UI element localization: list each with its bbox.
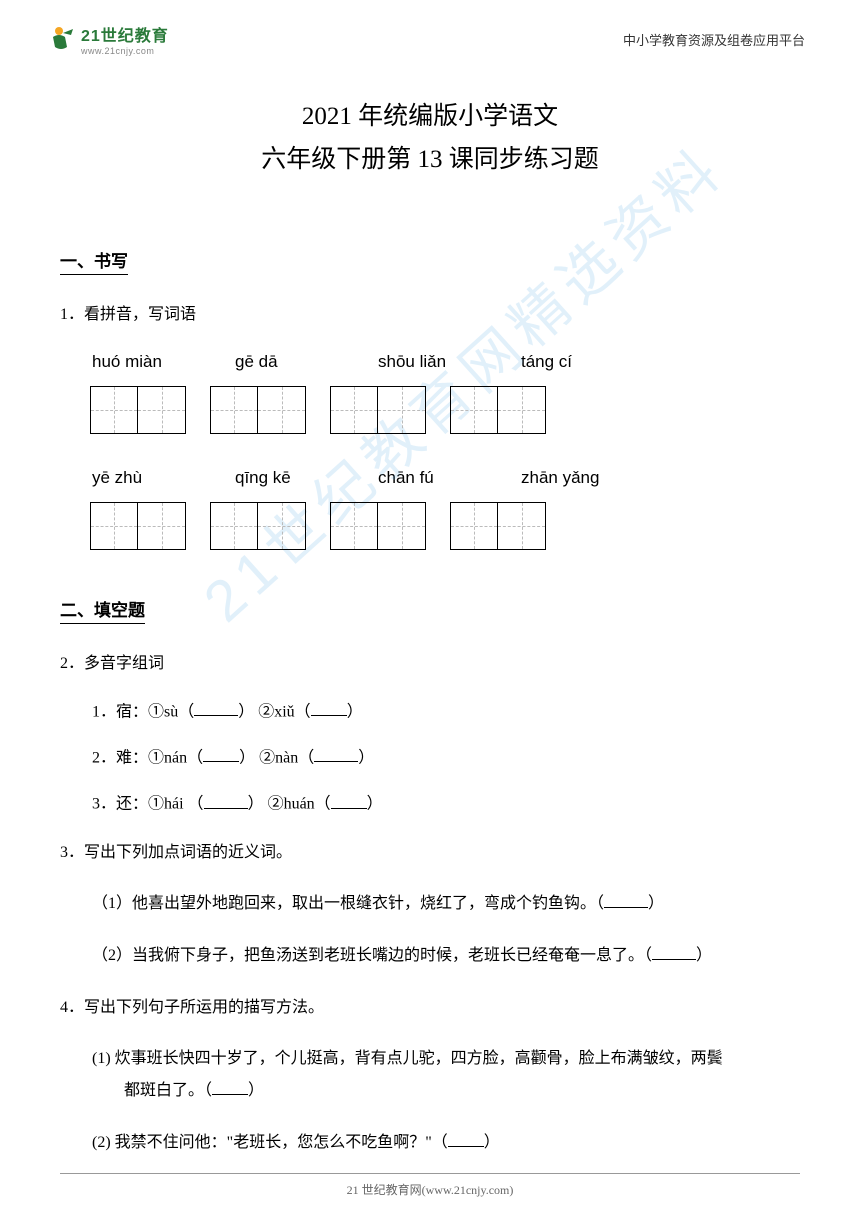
page-header: 21世纪教育 www.21cnjy.com 中小学教育资源及组卷应用平台 [0, 0, 860, 66]
pinyin-1-4: táng cí [521, 352, 629, 372]
header-right-text: 中小学教育资源及组卷应用平台 [623, 30, 805, 49]
title-line-2: 六年级下册第 13 课同步练习题 [0, 139, 860, 182]
q2-1-a: 1．宿：①sù（ [92, 703, 194, 720]
q3-label: 3．写出下列加点词语的近义词。 [60, 839, 800, 868]
char-boxes-2-3[interactable] [330, 502, 426, 550]
blank-2-3b[interactable] [331, 791, 367, 809]
q2-2-a: 2．难：①nán（ [92, 749, 203, 766]
logo-icon [45, 23, 77, 55]
q4-2-text: (2) 我禁不住问他："老班长，您怎么不吃鱼啊？"（ [92, 1134, 448, 1151]
char-boxes-1-1[interactable] [90, 386, 186, 434]
q3-2-end: ） [696, 947, 712, 964]
q3-1-end: ） [648, 895, 664, 912]
logo-text: 21世纪教育 www.21cnjy.com [81, 22, 169, 56]
q2-2-c: ） [358, 749, 374, 766]
pinyin-1-2: gē dā [235, 352, 343, 372]
blank-3-2[interactable] [652, 942, 696, 960]
logo-main-text: 21世纪教育 [81, 22, 169, 46]
blank-2-2a[interactable] [203, 745, 239, 763]
q3-1-text: （1）他喜出望外地跑回来，取出一根缝衣针，烧红了，弯成个钓鱼钩。（ [92, 895, 604, 912]
section-2-head: 二、填空题 [60, 596, 145, 624]
blank-4-2[interactable] [448, 1129, 484, 1147]
boxes-row-1 [90, 386, 800, 434]
q4-1b-text: 都斑白了。（） [124, 1075, 264, 1107]
logo-sub-text: www.21cnjy.com [81, 46, 169, 56]
footer-line [60, 1173, 800, 1174]
q2-label: 2．多音字组词 [60, 650, 800, 679]
char-boxes-2-4[interactable] [450, 502, 546, 550]
pinyin-row-2: yē zhù qīng kē chān fú zhān yǎng [92, 468, 800, 488]
q2-sub-1: 1．宿：①sù（ ） ②xiǔ（ ） [92, 699, 800, 725]
q2-1-c: ） [347, 703, 363, 720]
pinyin-1-1: huó miàn [92, 352, 200, 372]
q2-3-b: ） ②huán（ [248, 796, 331, 813]
blank-2-1a[interactable] [194, 699, 238, 717]
pinyin-2-1: yē zhù [92, 468, 200, 488]
q4-1: (1) 炊事班长快四十岁了，个儿挺高，背有点儿驼，四方脸，高颧骨，脸上布满皱纹，… [92, 1043, 800, 1107]
q2-1-b: ） ②xiǔ（ [238, 703, 310, 720]
pinyin-1-3: shōu liǎn [378, 352, 486, 372]
blank-2-1b[interactable] [311, 699, 347, 717]
section-1-head: 一、书写 [60, 247, 128, 275]
logo: 21世纪教育 www.21cnjy.com [45, 22, 169, 56]
q2-sub-3: 3．还：①hái （ ） ②huán（ ） [92, 791, 800, 817]
q3-2: （2）当我俯下身子，把鱼汤送到老班长嘴边的时候，老班长已经奄奄一息了。（ ） [92, 940, 800, 972]
char-boxes-2-2[interactable] [210, 502, 306, 550]
pinyin-2-3: chān fú [378, 468, 486, 488]
q4-2: (2) 我禁不住问他："老班长，您怎么不吃鱼啊？"（ ） [92, 1127, 800, 1159]
q4-label: 4．写出下列句子所运用的描写方法。 [60, 994, 800, 1023]
q3-1: （1）他喜出望外地跑回来，取出一根缝衣针，烧红了，弯成个钓鱼钩。（ ） [92, 888, 800, 920]
blank-2-3a[interactable] [204, 791, 248, 809]
q4-1a-text: (1) 炊事班长快四十岁了，个儿挺高，背有点儿驼，四方脸，高颧骨，脸上布满皱纹，… [92, 1050, 723, 1067]
blank-3-1[interactable] [604, 890, 648, 908]
char-boxes-1-2[interactable] [210, 386, 306, 434]
boxes-row-2 [90, 502, 800, 550]
q2-3-c: ） [367, 796, 383, 813]
q4-2-end: ） [484, 1134, 500, 1151]
char-boxes-1-3[interactable] [330, 386, 426, 434]
blank-4-1[interactable] [212, 1077, 248, 1095]
q2-2-b: ） ②nàn（ [239, 749, 314, 766]
pinyin-row-1: huó miàn gē dā shōu liǎn táng cí [92, 352, 800, 372]
page-footer: 21 世纪教育网(www.21cnjy.com) [0, 1181, 860, 1198]
q2-sub-2: 2．难：①nán（ ） ②nàn（ ） [92, 745, 800, 771]
content: 一、书写 1．看拼音，写词语 huó miàn gē dā shōu liǎn … [0, 219, 860, 1159]
blank-2-2b[interactable] [314, 745, 358, 763]
q1-label: 1．看拼音，写词语 [60, 301, 800, 330]
title-line-1: 2021 年统编版小学语文 [0, 96, 860, 139]
title-block: 2021 年统编版小学语文 六年级下册第 13 课同步练习题 [0, 96, 860, 181]
q2-3-a: 3．还：①hái （ [92, 796, 204, 813]
pinyin-2-2: qīng kē [235, 468, 343, 488]
char-boxes-1-4[interactable] [450, 386, 546, 434]
q3-2-text: （2）当我俯下身子，把鱼汤送到老班长嘴边的时候，老班长已经奄奄一息了。（ [92, 947, 652, 964]
pinyin-2-4: zhān yǎng [521, 468, 629, 488]
char-boxes-2-1[interactable] [90, 502, 186, 550]
